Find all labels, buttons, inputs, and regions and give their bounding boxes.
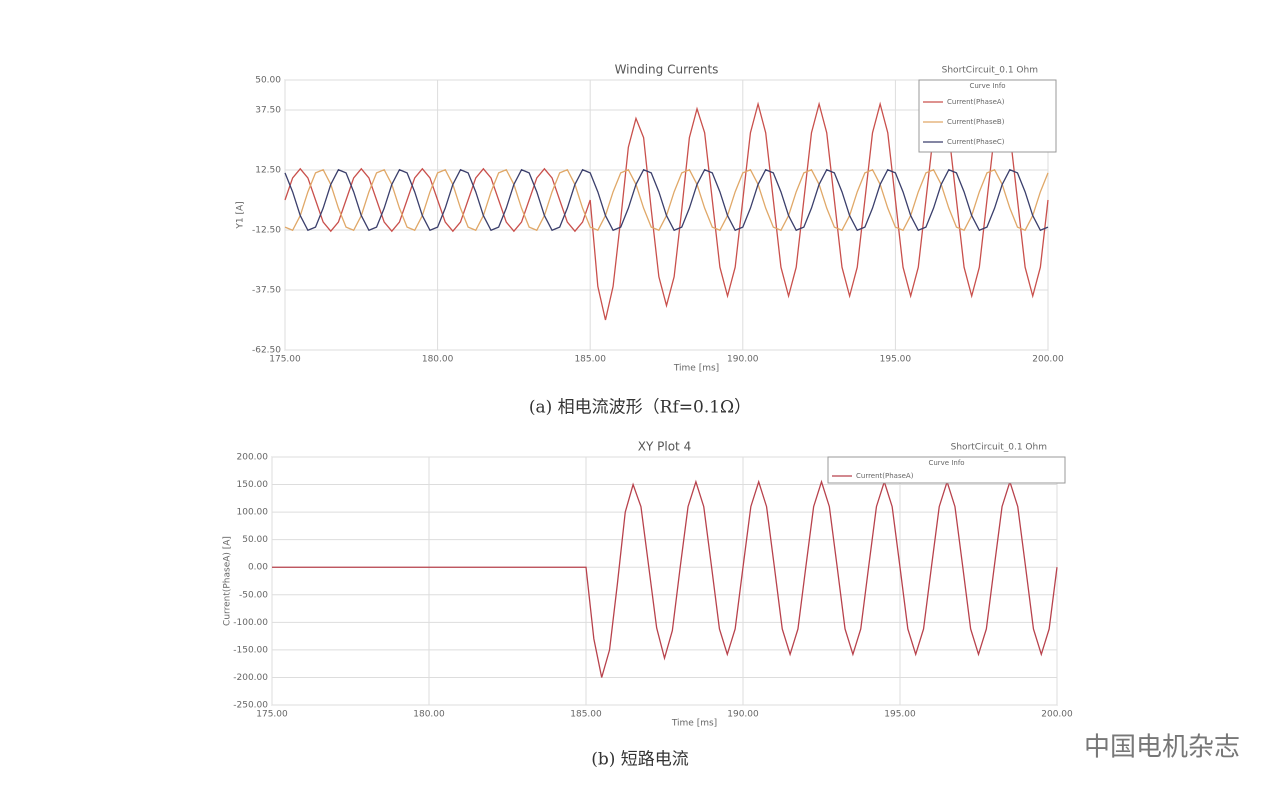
y-tick-label: 37.50 (255, 106, 281, 116)
x-tick-label: 175.00 (269, 355, 301, 365)
y-tick-label: 50.00 (255, 76, 281, 86)
watermark: 中国电机杂志 (1084, 733, 1240, 763)
y-tick-label: 150.00 (237, 480, 269, 490)
series-line (272, 479, 1058, 678)
legend-label: Current(PhaseA) (947, 98, 1005, 106)
legend-box (827, 456, 1066, 484)
x-tick-label: 190.00 (727, 355, 759, 365)
legend-label: Current(PhaseA) (856, 472, 914, 480)
x-tick-label: 200.00 (1041, 710, 1073, 720)
x-tick-label: 180.00 (422, 355, 454, 365)
y-tick-label: 50.00 (242, 535, 268, 545)
y-axis-label: Y1 [A] (236, 201, 246, 229)
chart-title: Winding Currents (615, 63, 719, 77)
y-tick-label: -62.50 (252, 346, 281, 356)
legend-label: Current(PhaseC) (947, 138, 1005, 146)
legend-label: Current(PhaseB) (947, 118, 1005, 126)
x-tick-label: 200.00 (1032, 355, 1064, 365)
y-tick-label: -100.00 (233, 618, 268, 628)
plot-area (271, 456, 1058, 706)
y-tick-label: -250.00 (233, 701, 268, 711)
chart-title: XY Plot 4 (638, 440, 691, 454)
legend-title: Curve Info (969, 82, 1005, 90)
x-tick-label: 185.00 (570, 710, 602, 720)
subtitle: ShortCircuit_0.1 Ohm (951, 443, 1047, 453)
x-axis-label: Time [ms] (673, 364, 719, 374)
y-tick-label: -150.00 (233, 645, 268, 655)
y-tick-label: 200.00 (237, 453, 269, 463)
x-axis-label: Time [ms] (671, 719, 717, 729)
x-tick-label: 190.00 (727, 710, 759, 720)
legend-title: Curve Info (928, 459, 964, 467)
y-tick-label: -37.50 (252, 286, 281, 296)
y-axis-label: Current(PhaseA) [A] (223, 536, 233, 626)
y-tick-label: 100.00 (237, 508, 269, 518)
y-tick-label: -200.00 (233, 673, 268, 683)
x-tick-label: 185.00 (574, 355, 606, 365)
y-tick-label: -12.50 (252, 226, 281, 236)
x-tick-label: 195.00 (880, 355, 912, 365)
caption: (a) 相电流波形（Rf=0.1Ω） (529, 398, 751, 418)
y-tick-label: 0.00 (248, 563, 268, 573)
x-tick-label: 195.00 (884, 710, 916, 720)
subtitle: ShortCircuit_0.1 Ohm (942, 66, 1038, 76)
caption: (b) 短路电流 (591, 750, 689, 770)
legend-box (918, 79, 1057, 153)
x-tick-label: 175.00 (256, 710, 288, 720)
y-tick-label: -50.00 (239, 590, 268, 600)
x-tick-label: 180.00 (413, 710, 445, 720)
y-tick-label: 12.50 (255, 166, 281, 176)
series-line (284, 168, 1049, 232)
